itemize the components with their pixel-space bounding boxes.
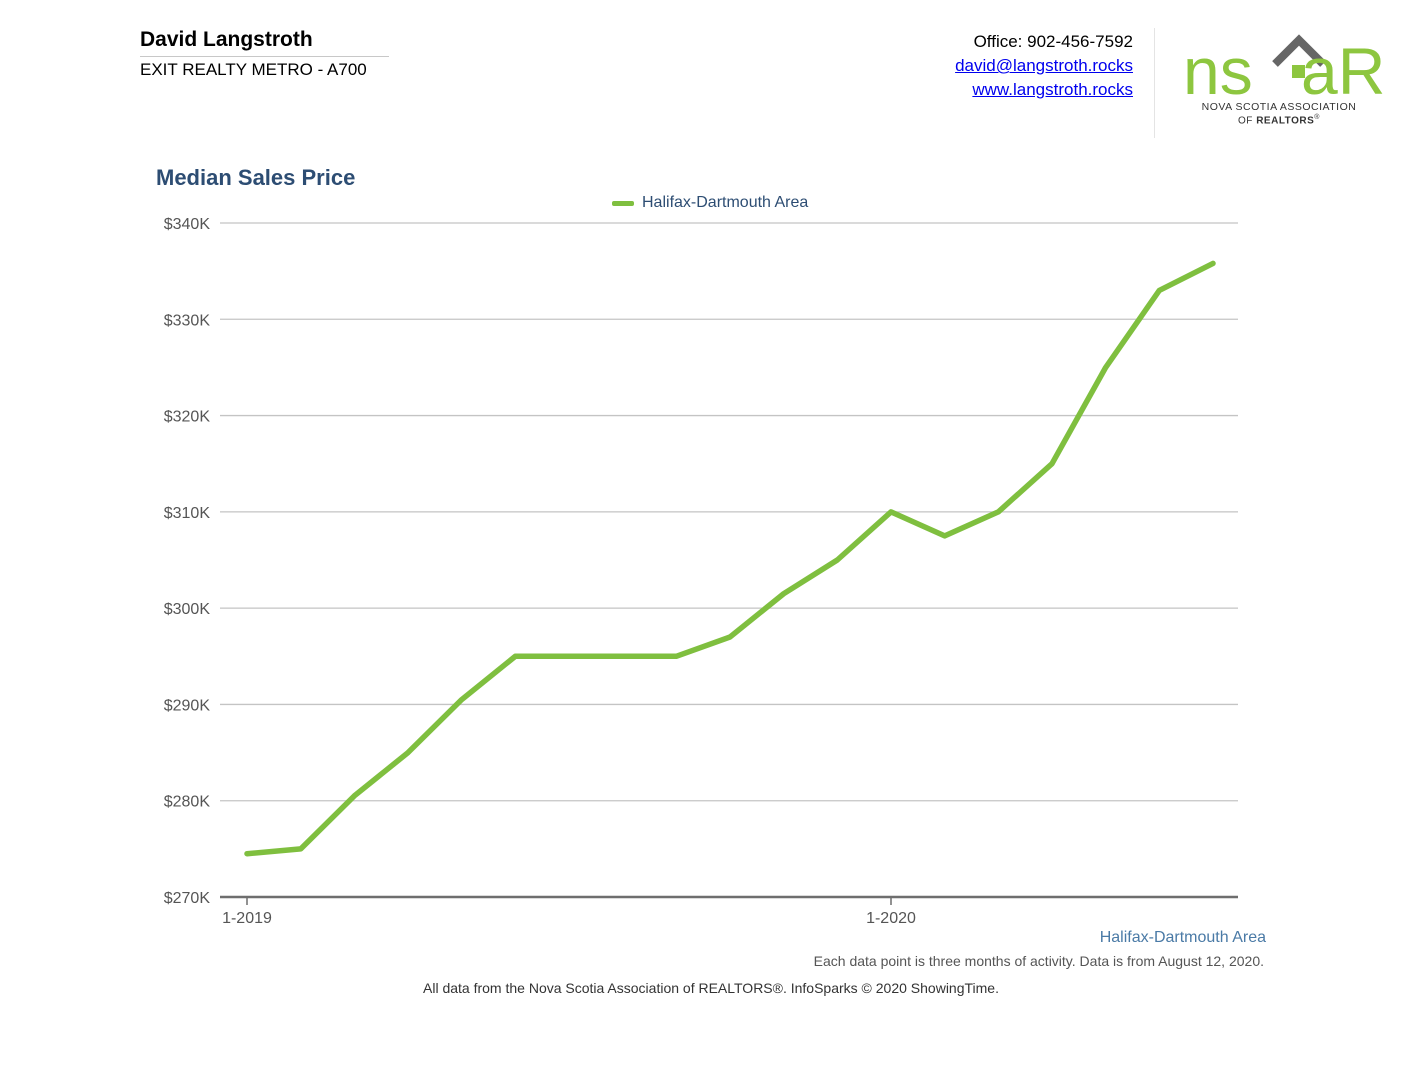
y-tick-label: $270K (164, 890, 211, 907)
logo-line-2: OF REALTORS® (1183, 114, 1375, 126)
footer-source: All data from the Nova Scotia Associatio… (423, 980, 999, 996)
email-link[interactable]: david@langstroth.rocks (955, 56, 1133, 75)
logo-line-2-suffix: ® (1314, 114, 1320, 121)
logo-line-1: NOVA SCOTIA ASSOCIATION (1201, 101, 1357, 113)
agent-company: EXIT REALTY METRO - A700 (140, 60, 367, 79)
logo-mark-right: aR (1301, 34, 1383, 108)
y-tick-label: $340K (164, 216, 211, 233)
logo-roof-icon (1272, 34, 1326, 67)
x-tick-label: 1-2020 (866, 910, 916, 927)
y-tick-label: $290K (164, 697, 211, 714)
y-tick-label: $300K (164, 601, 211, 618)
logo-line-2-bold: REALTORS (1256, 115, 1315, 127)
x-tick-label: 1-2019 (222, 910, 272, 927)
nsar-logo: ns aR (1183, 34, 1383, 108)
footer-note: Each data point is three months of activ… (813, 953, 1264, 969)
y-tick-label: $280K (164, 794, 211, 811)
office-phone: Office: 902-456-7592 (973, 32, 1133, 51)
agent-divider (140, 56, 389, 57)
y-tick-label: $310K (164, 505, 211, 522)
logo-line-2-prefix: OF (1238, 115, 1257, 127)
chart-title: Median Sales Price (156, 165, 356, 190)
header-separator (1154, 28, 1155, 138)
y-tick-label: $320K (164, 409, 211, 426)
series-line (244, 260, 1216, 857)
contact-block: Office: 902-456-7592 david@langstroth.ro… (955, 30, 1133, 102)
legend-swatch (612, 200, 634, 206)
logo-mark-left: ns (1183, 34, 1253, 108)
footer-area-label: Halifax-Dartmouth Area (1099, 929, 1266, 946)
chart-legend: Halifax-Dartmouth Area (612, 194, 808, 212)
agent-name: David Langstroth (140, 28, 313, 51)
legend-label: Halifax-Dartmouth Area (642, 194, 809, 211)
y-tick-label: $330K (164, 312, 211, 329)
website-link[interactable]: www.langstroth.rocks (972, 80, 1133, 99)
logo-window-icon (1292, 65, 1305, 78)
